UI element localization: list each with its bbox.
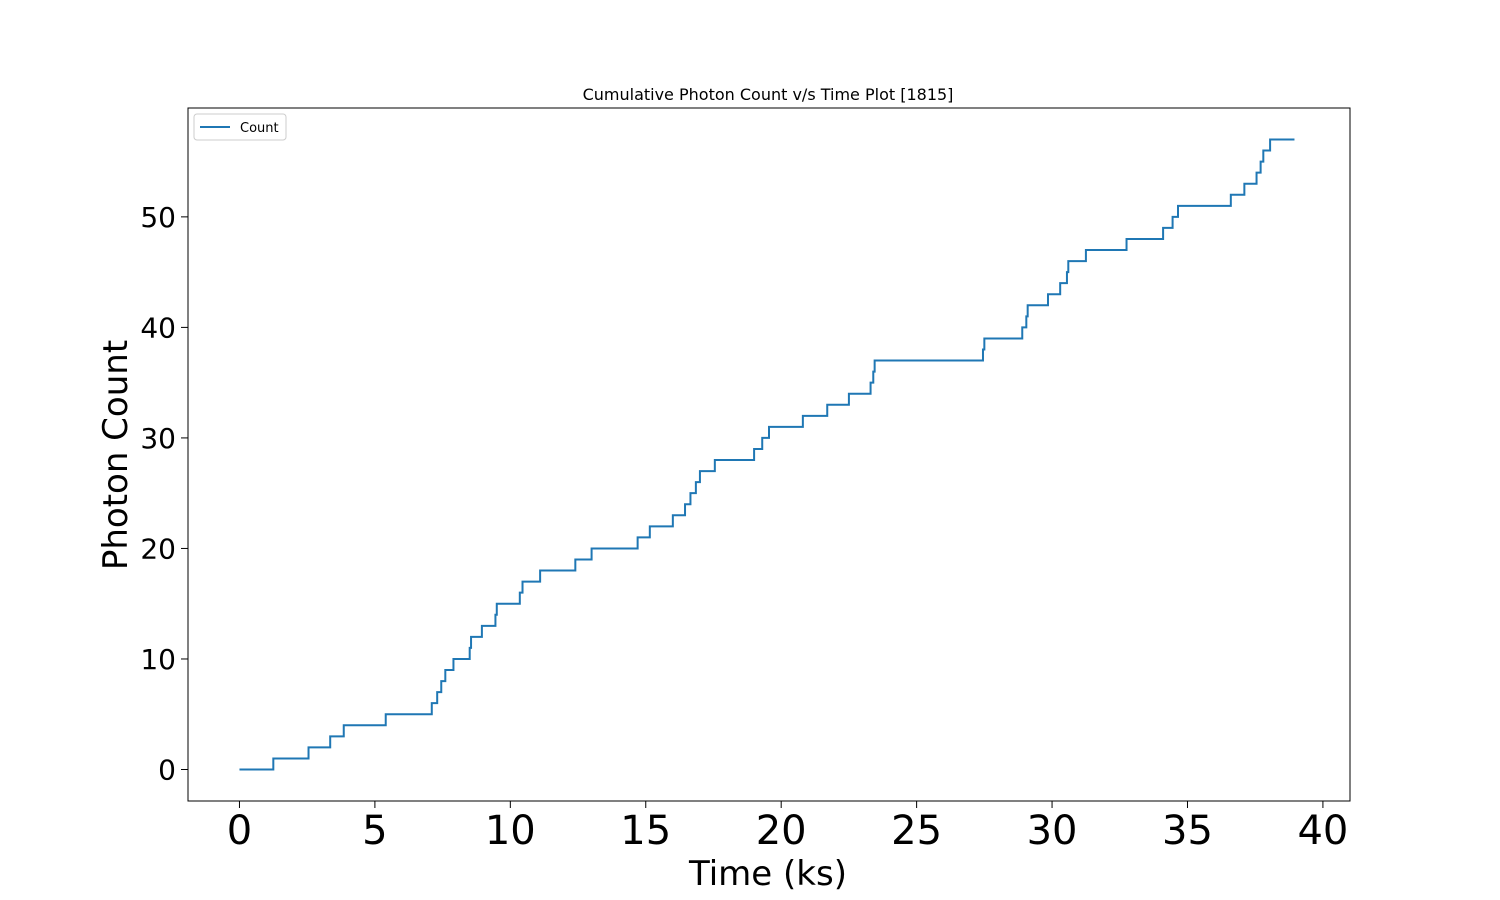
x-tick-label: 25	[891, 808, 942, 854]
y-tick-label: 50	[140, 201, 176, 234]
y-axis-label: Photon Count	[96, 340, 136, 570]
x-tick-label: 20	[756, 808, 807, 854]
y-axis: 0 10 20 30 40 50	[140, 201, 188, 787]
y-tick-label: 30	[140, 422, 176, 455]
series-line-count	[239, 138, 1295, 771]
x-tick-label: 30	[1027, 808, 1078, 854]
y-tick-label: 40	[140, 311, 176, 344]
x-tick-label: 10	[485, 808, 536, 854]
legend-box	[193, 113, 287, 141]
chart-title: Cumulative Photon Count v/s Time Plot [1…	[583, 85, 954, 104]
y-tick-label: 20	[140, 532, 176, 565]
x-tick-label: 35	[1162, 808, 1213, 854]
x-tick-label: 0	[227, 808, 252, 854]
plot-area	[187, 107, 1351, 802]
legend: Count	[193, 113, 287, 141]
y-tick-label: 0	[158, 754, 176, 787]
x-tick-label: 40	[1297, 808, 1348, 854]
x-tick-label: 5	[362, 808, 387, 854]
x-tick-label: 15	[620, 808, 671, 854]
x-axis: 0 5 10 15 20 25 30 35 40	[227, 801, 1348, 854]
x-axis-label: Time (ks)	[688, 854, 847, 894]
legend-label-count: Count	[240, 121, 279, 136]
y-tick-label: 10	[140, 643, 176, 676]
